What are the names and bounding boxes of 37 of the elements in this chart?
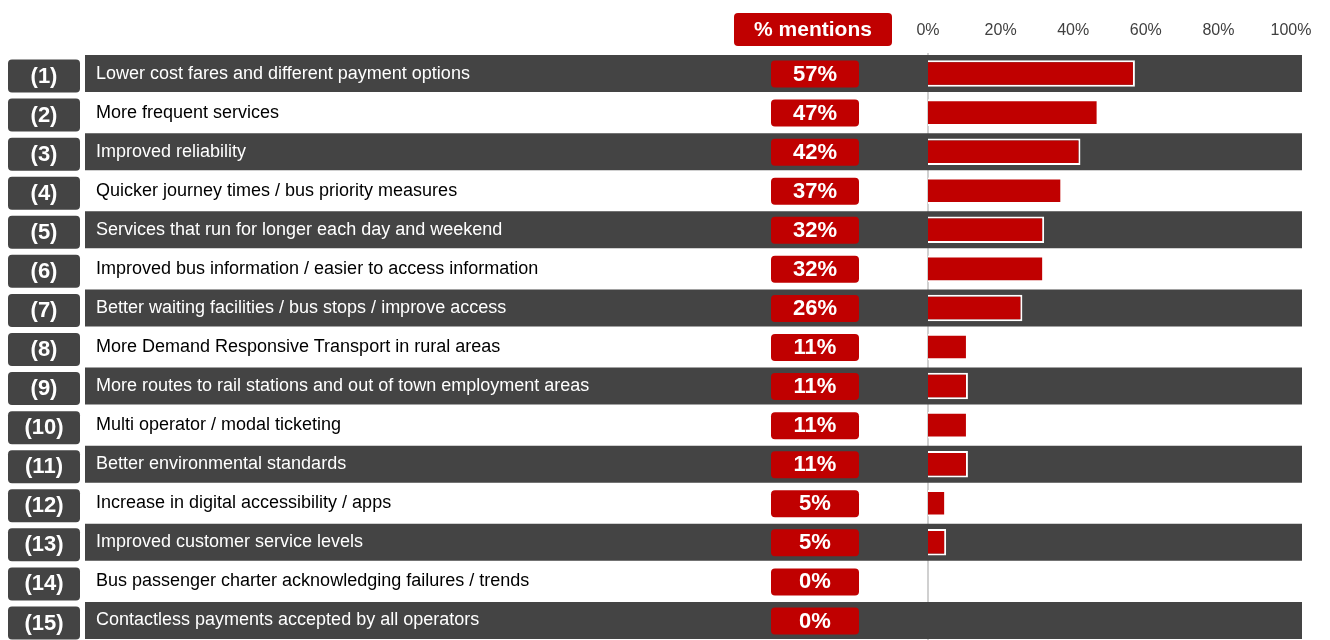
x-tick-label: 80% — [1202, 20, 1235, 38]
data-label: 11% — [793, 412, 837, 438]
category-label: (13) Improved customer service levels — [24, 531, 364, 557]
category-label: (7) Better waiting facilities / bus stops / improve access — [30, 296, 507, 322]
data-label: 32% — [792, 216, 838, 242]
data-label: 37% — [792, 177, 838, 203]
data-label: 11% — [793, 451, 837, 477]
category-label: (14) Bus passenger charter acknowledging failures / trends — [24, 570, 530, 596]
category-label: (10) Multi operator / modal ticketing — [24, 414, 342, 440]
x-tick-label: 40% — [1057, 20, 1090, 38]
category-label: (4) Quicker journey times / bus priority measures — [30, 179, 458, 205]
category-label: (5) Services that run for longer each day and weekend — [30, 218, 503, 244]
x-tick-label: 0% — [916, 20, 940, 38]
data-label: 47% — [792, 99, 838, 125]
data-label: 26% — [792, 295, 838, 320]
data-label: 0% — [799, 568, 831, 594]
category-label: (11) Better environmental standards — [25, 453, 347, 479]
x-tick-label: 20% — [984, 20, 1017, 38]
x-tick-label: 100% — [1270, 20, 1312, 38]
data-label: 5% — [799, 529, 831, 555]
chart-title: % mentions — [754, 16, 872, 40]
category-label: (2) More frequent services — [30, 101, 280, 127]
data-label: 57% — [792, 60, 838, 86]
category-label: (1) Lower cost fares and different payment options — [30, 62, 470, 88]
data-label: 5% — [799, 490, 831, 516]
category-label: (9) More routes to rail stations and out of town employment areas — [30, 375, 590, 401]
data-label: 32% — [792, 255, 838, 281]
category-label: (12) Increase in digital accessibility / apps — [24, 492, 392, 518]
data-label: 0% — [799, 607, 831, 633]
data-label: 42% — [792, 138, 838, 164]
category-label: (6) Improved bus information / easier to access information — [30, 257, 539, 283]
data-label: 11% — [793, 373, 837, 399]
category-label: (8) More Demand Responsive Transport in rural areas — [30, 335, 501, 362]
category-label: (15) Contactless payments accepted by all operators — [24, 609, 480, 635]
data-label: 11% — [793, 334, 837, 360]
category-label: (3) Improved reliability — [30, 140, 247, 166]
x-tick-label: 60% — [1129, 20, 1162, 38]
